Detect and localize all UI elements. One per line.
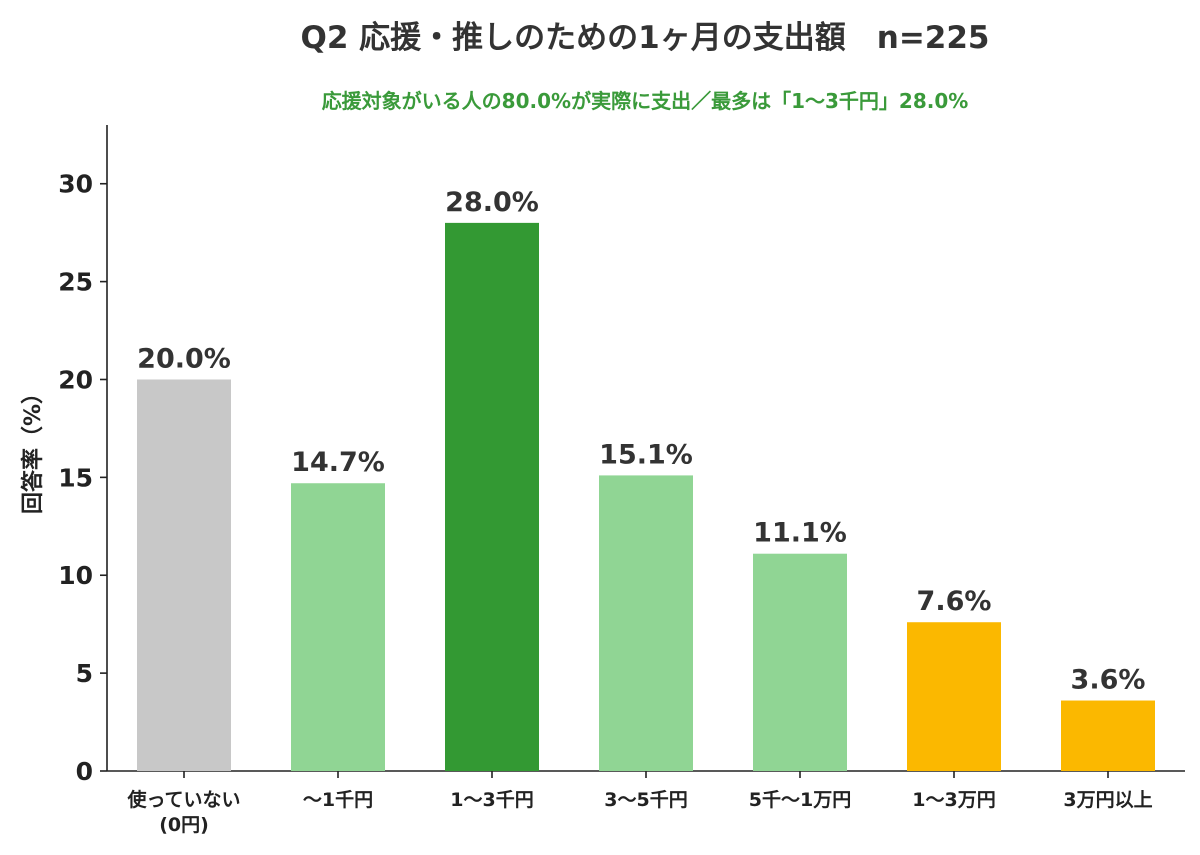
y-tick-label: 0 [76,757,93,786]
data-label: 14.7% [291,447,385,478]
bar [291,483,385,771]
x-tick-label: 使っていない [126,789,240,811]
y-axis-label: 回答率（%） [20,382,46,514]
data-label: 20.0% [137,343,231,374]
x-tick-label: 3〜5千円 [604,789,687,811]
bar [1061,700,1155,771]
x-tick-label: 〜1千円 [303,789,373,811]
data-label: 3.6% [1071,665,1146,696]
y-tick-label: 5 [76,659,93,688]
data-label: 7.6% [917,586,992,617]
bar [137,379,231,771]
bar [907,622,1001,771]
bar [599,475,693,771]
data-label: 15.1% [599,439,693,470]
y-tick-label: 20 [58,365,93,394]
chart-subtitle: 応援対象がいる人の80.0%が実際に支出／最多は「1〜3千円」28.0% [322,89,969,113]
y-tick-label: 10 [58,561,93,590]
y-tick-label: 25 [58,268,93,297]
bar [753,553,847,771]
x-tick-label: 1〜3千円 [450,789,533,811]
data-label: 28.0% [445,187,539,218]
bar [445,222,539,771]
bars-group [137,222,1155,771]
x-tick-label: 1〜3万円 [912,789,995,811]
x-tick-label: 3万円以上 [1063,789,1152,811]
data-label: 11.1% [753,518,847,549]
chart-title: Q2 応援・推しのための1ヶ月の支出額 n=225 [300,20,989,56]
x-tick-label: 5千〜1万円 [749,789,851,811]
axes: 0 5 10 15 20 25 30 [58,125,1185,786]
y-tick-label: 15 [58,463,93,492]
y-tick-label: 30 [58,170,93,199]
labels-group: 20.0% 使っていない (0円) 14.7% 〜1千円 28.0% 1〜3千円 15.1% 3… [126,187,1152,836]
x-tick-label: (0円) [159,814,209,836]
